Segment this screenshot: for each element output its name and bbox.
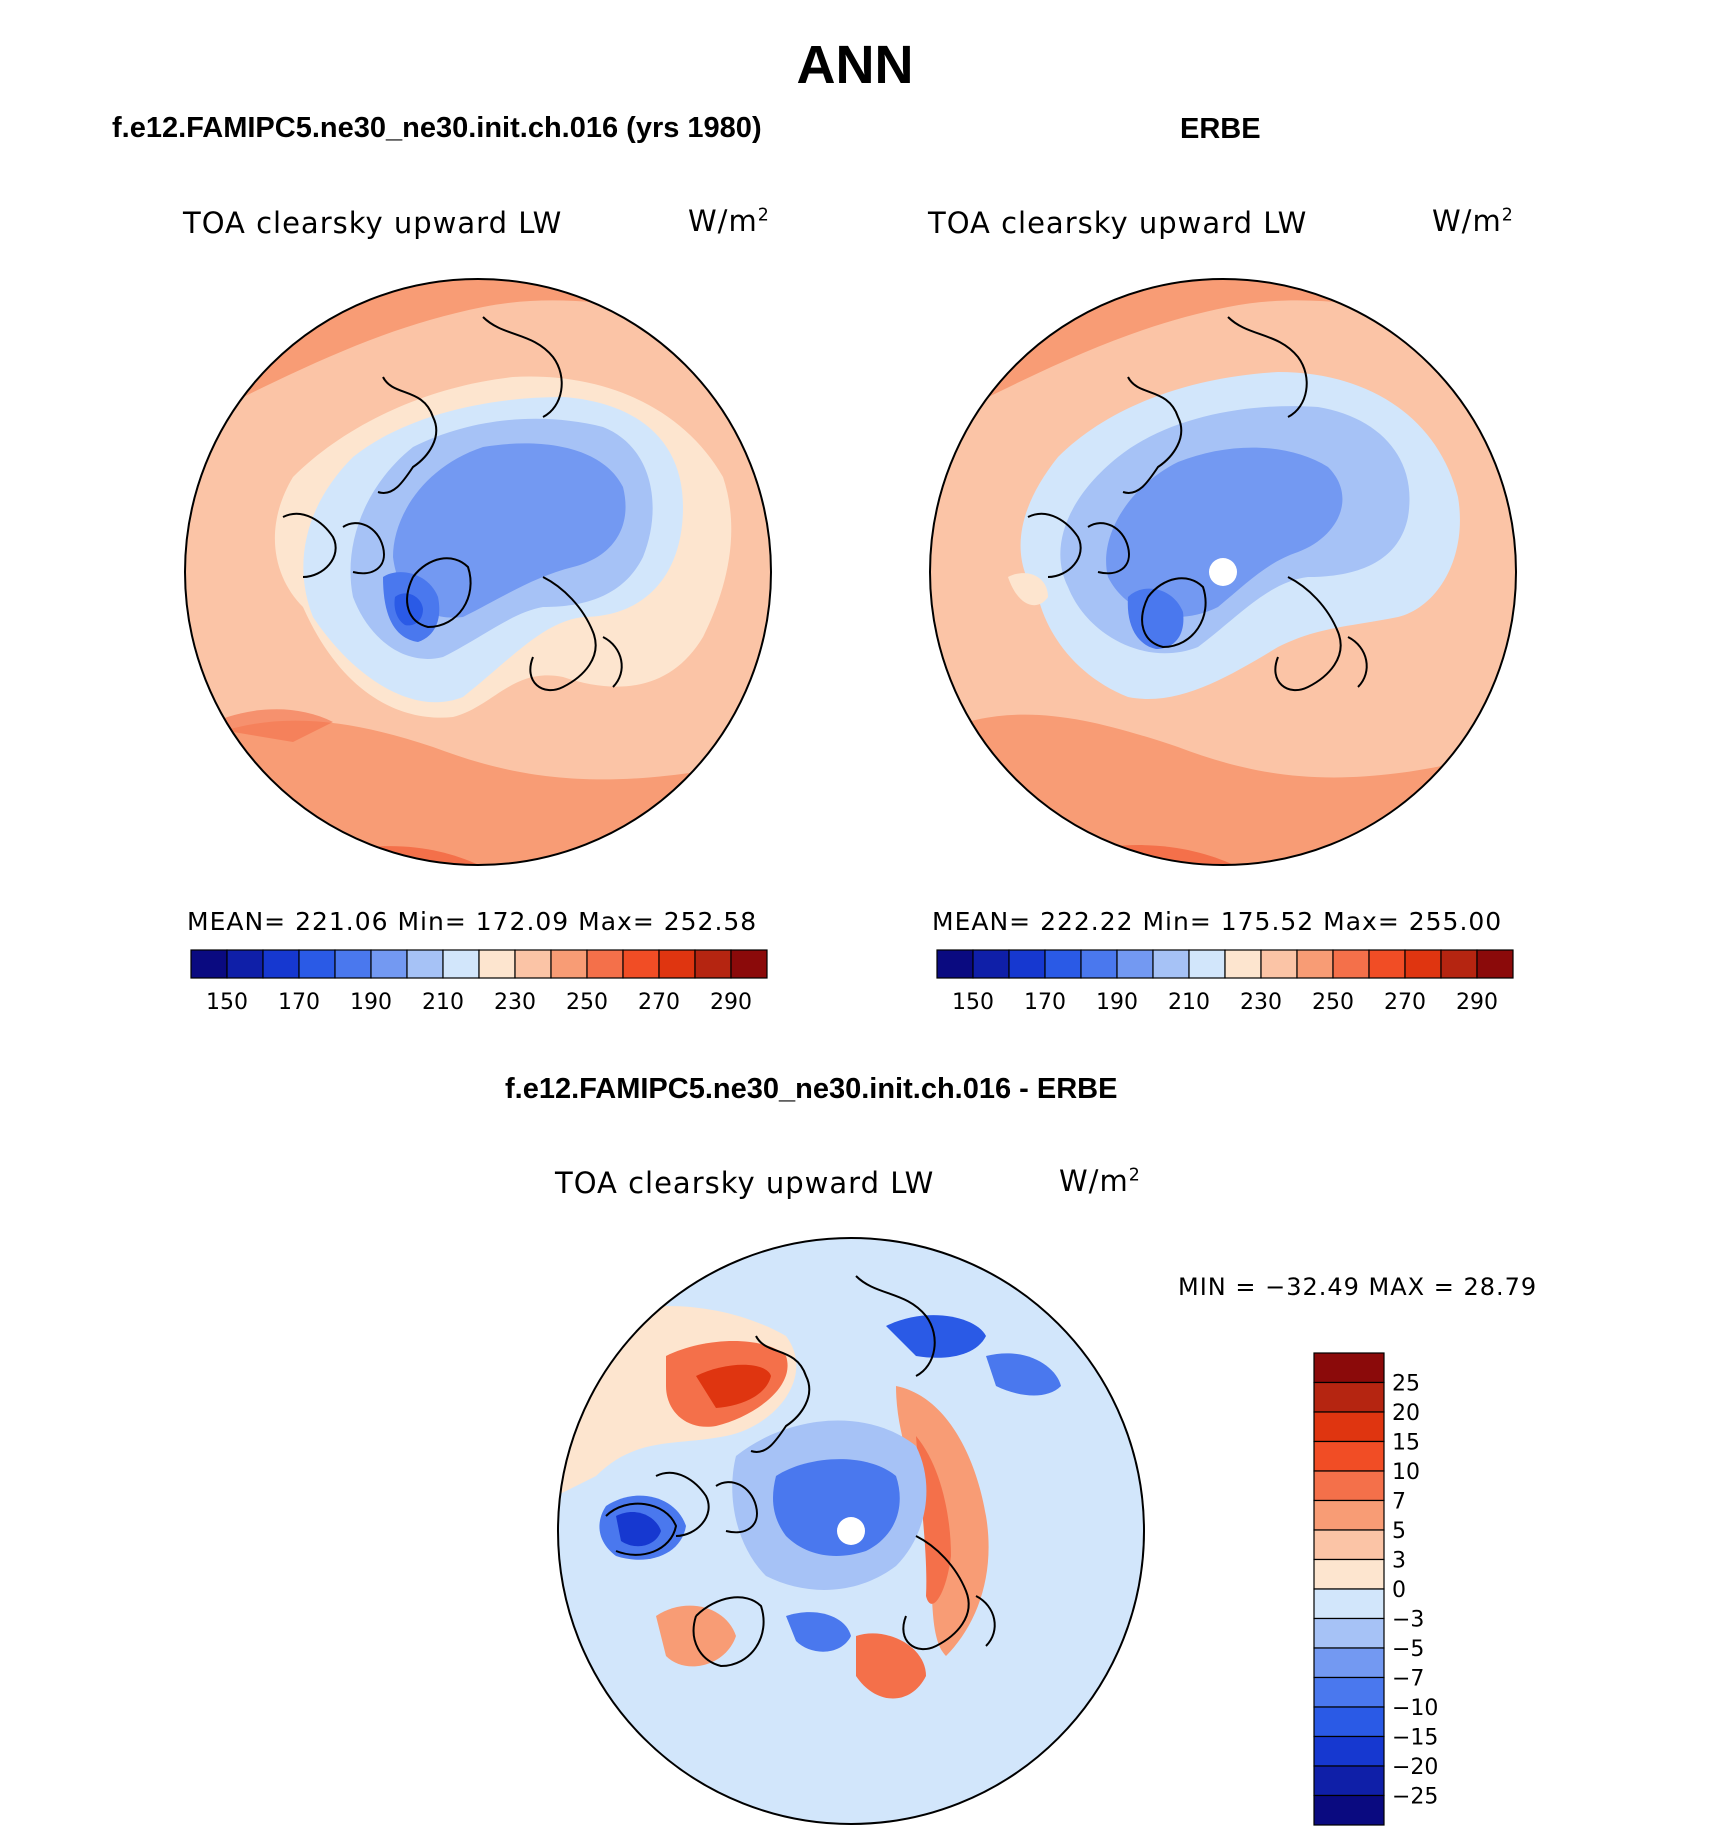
colorbar-swatch bbox=[406, 949, 444, 979]
colorbar-swatch bbox=[298, 949, 336, 979]
colorbar-swatch bbox=[1152, 949, 1190, 979]
colorbar-tick-label: 290 bbox=[1456, 990, 1498, 1015]
colorbar-tick-label: 3 bbox=[1392, 1549, 1406, 1574]
colorbar-tick-label: 7 bbox=[1392, 1490, 1406, 1515]
colorbar-swatch bbox=[1313, 1499, 1385, 1531]
colorbar-swatch bbox=[1313, 1470, 1385, 1502]
colorbar-tick-label: 190 bbox=[1096, 990, 1138, 1015]
model-units-label: W/m2 bbox=[688, 204, 770, 238]
diff-polar-map bbox=[557, 1237, 1145, 1825]
diff-variable-label: TOA clearsky upward LW bbox=[555, 1166, 935, 1200]
colorbar-tick-label: 210 bbox=[422, 990, 464, 1015]
model-variable-label: TOA clearsky upward LW bbox=[183, 206, 563, 240]
colorbar-tick-label: 230 bbox=[494, 990, 536, 1015]
model-polar-map bbox=[184, 278, 772, 866]
colorbar-swatch bbox=[972, 949, 1010, 979]
model-case-title: f.e12.FAMIPC5.ne30_ne30.init.ch.016 (yrs… bbox=[112, 112, 762, 144]
colorbar-swatch bbox=[1313, 1381, 1385, 1413]
obs-variable-label: TOA clearsky upward LW bbox=[928, 206, 1308, 240]
colorbar-tick-label: 0 bbox=[1392, 1578, 1406, 1603]
colorbar-swatch bbox=[936, 949, 974, 979]
colorbar-tick-label: 270 bbox=[1384, 990, 1426, 1015]
colorbar-swatch bbox=[586, 949, 624, 979]
colorbar-swatch bbox=[334, 949, 372, 979]
colorbar-swatch bbox=[1476, 949, 1514, 979]
model-stats: MEAN= 221.06 Min= 172.09 Max= 252.58 bbox=[187, 907, 758, 936]
colorbar-swatch bbox=[1313, 1529, 1385, 1561]
colorbar-swatch bbox=[1440, 949, 1478, 979]
colorbar-swatch bbox=[550, 949, 588, 979]
colorbar-swatch bbox=[1313, 1794, 1385, 1826]
colorbar-swatch bbox=[1224, 949, 1262, 979]
colorbar-tick-label: 20 bbox=[1392, 1401, 1420, 1426]
colorbar-tick-label: 10 bbox=[1392, 1460, 1420, 1485]
colorbar-swatch bbox=[658, 949, 696, 979]
obs-stats: MEAN= 222.22 Min= 175.52 Max= 255.00 bbox=[932, 907, 1503, 936]
colorbar-swatch bbox=[1313, 1588, 1385, 1620]
colorbar-tick-label: 230 bbox=[1240, 990, 1282, 1015]
colorbar-swatch bbox=[370, 949, 408, 979]
colorbar-tick-label: 15 bbox=[1392, 1431, 1420, 1456]
colorbar-swatch bbox=[1313, 1558, 1385, 1590]
colorbar-swatch bbox=[622, 949, 660, 979]
colorbar-tick-label: 25 bbox=[1392, 1372, 1420, 1397]
colorbar-swatch bbox=[1313, 1411, 1385, 1443]
colorbar-swatch bbox=[1313, 1647, 1385, 1679]
colorbar-tick-label: 290 bbox=[710, 990, 752, 1015]
diff-units-label: W/m2 bbox=[1059, 1164, 1141, 1198]
colorbar-swatch bbox=[1296, 949, 1334, 979]
colorbar-swatch bbox=[1313, 1706, 1385, 1738]
colorbar-tick-label: −20 bbox=[1392, 1755, 1438, 1780]
diff-title: f.e12.FAMIPC5.ne30_ne30.init.ch.016 - ER… bbox=[505, 1073, 1118, 1105]
colorbar-swatch bbox=[1368, 949, 1406, 979]
colorbar-tick-label: 170 bbox=[1024, 990, 1066, 1015]
colorbar-swatch bbox=[442, 949, 480, 979]
colorbar-tick-label: 170 bbox=[278, 990, 320, 1015]
colorbar-swatch bbox=[1313, 1440, 1385, 1472]
colorbar-swatch bbox=[1313, 1352, 1385, 1384]
colorbar-swatch bbox=[1188, 949, 1226, 979]
colorbar-tick-label: 210 bbox=[1168, 990, 1210, 1015]
obs-colorbar: 150 170 190 210 230 250 270 290 bbox=[936, 949, 1514, 1015]
colorbar-swatch bbox=[694, 949, 732, 979]
colorbar-swatch bbox=[1313, 1735, 1385, 1767]
obs-units-label: W/m2 bbox=[1432, 204, 1514, 238]
colorbar-swatch bbox=[190, 949, 228, 979]
colorbar-swatch bbox=[1116, 949, 1154, 979]
colorbar-tick-label: −3 bbox=[1392, 1608, 1424, 1633]
colorbar-swatch bbox=[1313, 1676, 1385, 1708]
colorbar-swatch bbox=[1313, 1617, 1385, 1649]
colorbar-tick-label: 250 bbox=[1312, 990, 1354, 1015]
colorbar-swatch bbox=[1044, 949, 1082, 979]
model-colorbar: 150 170 190 210 230 250 270 290 bbox=[190, 949, 768, 1015]
colorbar-swatch bbox=[730, 949, 768, 979]
colorbar-swatch bbox=[514, 949, 552, 979]
colorbar-tick-label: −7 bbox=[1392, 1667, 1424, 1692]
colorbar-swatch bbox=[1404, 949, 1442, 979]
obs-case-title: ERBE bbox=[1180, 113, 1261, 145]
diff-minmax: MIN = −32.49 MAX = 28.79 bbox=[1178, 1273, 1538, 1301]
colorbar-tick-label: −5 bbox=[1392, 1637, 1424, 1662]
diff-colorbar: 25 20 15 10 7 5 3 0 −3 −5 −7 −10 −15 −20 −25 bbox=[1313, 1352, 1438, 1826]
colorbar-swatch bbox=[226, 949, 264, 979]
colorbar-tick-label: −15 bbox=[1392, 1726, 1438, 1751]
obs-polar-map bbox=[929, 278, 1517, 866]
colorbar-swatch bbox=[1260, 949, 1298, 979]
colorbar-tick-label: 5 bbox=[1392, 1519, 1406, 1544]
colorbar-tick-label: −25 bbox=[1392, 1785, 1438, 1810]
colorbar-swatch bbox=[1008, 949, 1046, 979]
colorbar-swatch bbox=[1313, 1765, 1385, 1797]
colorbar-swatch bbox=[262, 949, 300, 979]
colorbar-tick-label: 270 bbox=[638, 990, 680, 1015]
colorbar-tick-label: 150 bbox=[952, 990, 994, 1015]
colorbar-swatch bbox=[1332, 949, 1370, 979]
season-title: ANN bbox=[796, 35, 914, 95]
colorbar-tick-label: 250 bbox=[566, 990, 608, 1015]
colorbar-swatch bbox=[478, 949, 516, 979]
colorbar-swatch bbox=[1080, 949, 1118, 979]
colorbar-tick-label: −10 bbox=[1392, 1696, 1438, 1721]
colorbar-tick-label: 190 bbox=[350, 990, 392, 1015]
colorbar-tick-label: 150 bbox=[206, 990, 248, 1015]
